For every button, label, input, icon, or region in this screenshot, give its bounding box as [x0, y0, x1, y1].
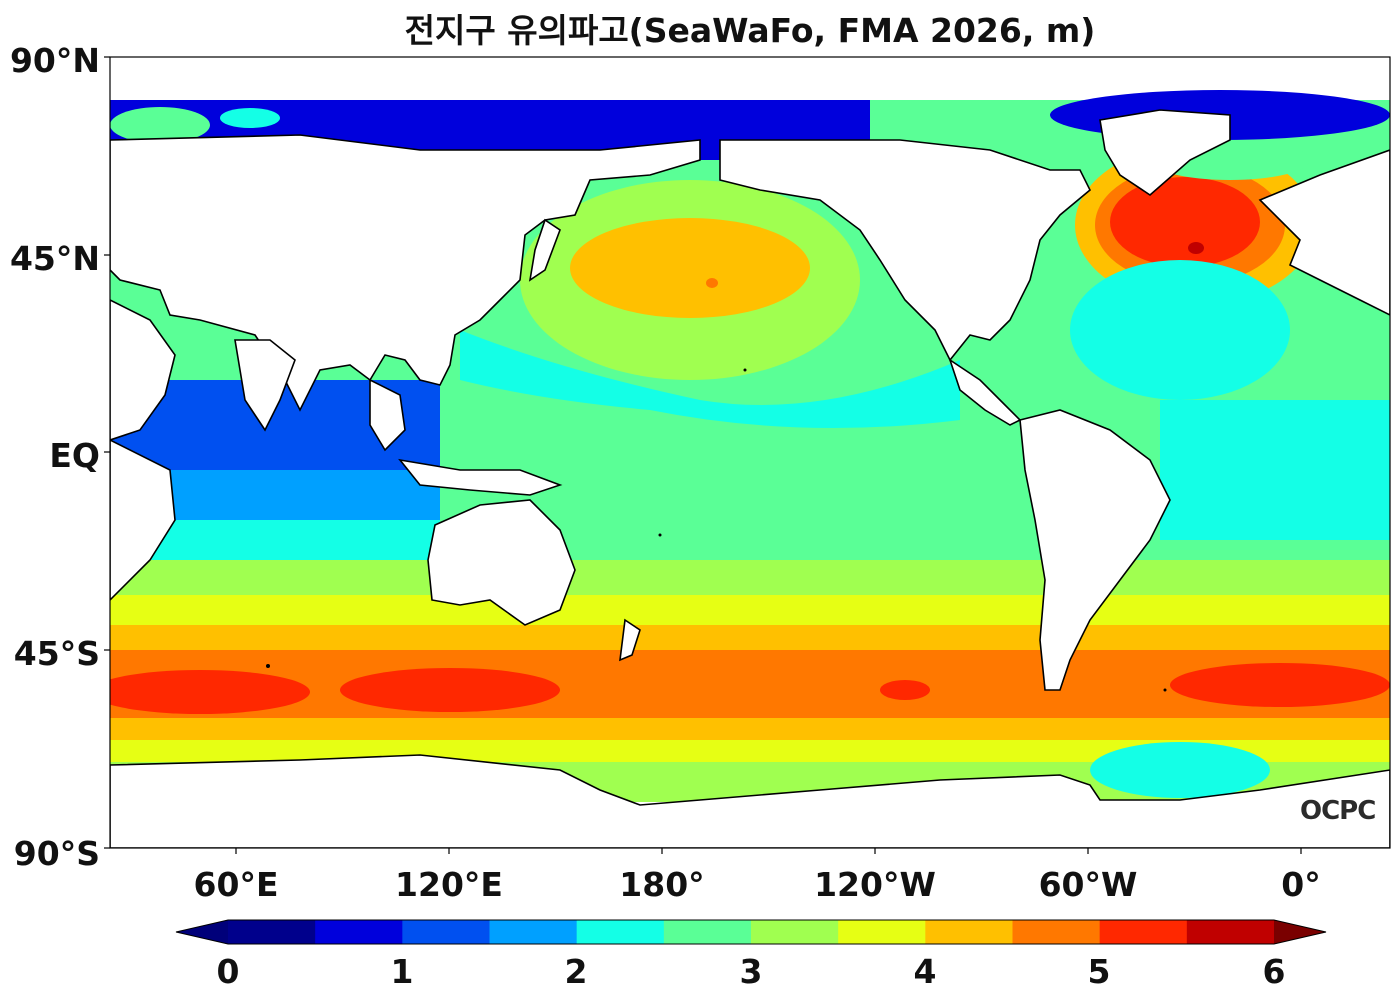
colorbar-tick-label: 1	[391, 952, 414, 991]
lat-label-90s: 90°S	[14, 834, 100, 873]
colorbar-swatch	[315, 920, 403, 944]
colorbar-swatch	[489, 920, 578, 944]
lon-label-60e: 60°E	[194, 865, 279, 904]
colorbar-tick-label: 4	[914, 952, 937, 991]
ocpc-logo: OCPC	[1300, 796, 1376, 826]
map-title: 전지구 유의파고(SeaWaFo, FMA 2026, m)	[404, 11, 1096, 50]
colorbar-tick-label: 5	[1088, 952, 1111, 991]
colorbar-swatch	[1186, 920, 1275, 944]
lat-label-90n: 90°N	[10, 41, 100, 80]
lon-label-0: 0°	[1281, 865, 1320, 904]
lon-label-180: 180°	[619, 865, 704, 904]
colorbar-swatch	[663, 920, 752, 944]
axis-ticks	[104, 56, 1302, 854]
lat-label-eq: EQ	[49, 436, 100, 475]
colorbar-swatch	[838, 920, 926, 944]
colorbar-tick-label: 0	[217, 952, 240, 991]
colorbar-tick-label: 6	[1263, 952, 1286, 991]
land	[110, 109, 1390, 848]
islands	[266, 368, 1167, 692]
colorbar-swatch	[576, 920, 665, 944]
lon-label-120e: 120°E	[395, 865, 503, 904]
lat-label-45s: 45°S	[14, 634, 100, 673]
colorbar-tick-label: 2	[565, 952, 588, 991]
lat-label-45n: 45°N	[10, 239, 100, 278]
colorbar-tick-label: 3	[740, 952, 763, 991]
lon-label-60w: 60°W	[1039, 865, 1138, 904]
colorbar-swatch	[925, 920, 1013, 944]
colorbar-swatch	[751, 920, 839, 944]
colorbar-under-arrow	[176, 920, 228, 944]
colorbar-swatch	[402, 920, 490, 944]
colorbar-swatch	[1012, 920, 1101, 944]
colorbar	[175, 919, 1327, 945]
colorbar-swatch	[1099, 920, 1188, 944]
colorbar-over-arrow	[1274, 920, 1326, 944]
colorbar-outline	[175, 919, 1327, 945]
lon-label-120w: 120°W	[814, 865, 936, 904]
colorbar-swatch	[228, 920, 316, 944]
